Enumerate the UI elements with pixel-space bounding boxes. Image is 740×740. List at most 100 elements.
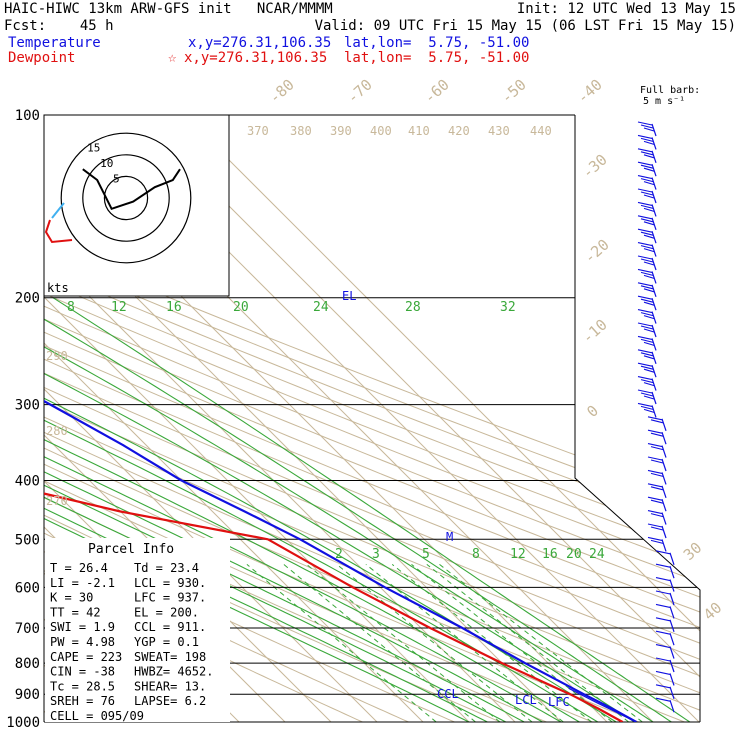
hodograph-unit-label: kts (47, 281, 69, 295)
wind-barb-feather (651, 527, 663, 530)
wind-barb-staff (652, 178, 656, 190)
pressure-label: 600 (15, 580, 40, 596)
parcel-info-left: TT = 42 (50, 605, 101, 619)
mixing-ratio-label: 12 (510, 547, 526, 562)
moist-adiabat-label: 32 (500, 300, 516, 315)
wind-barb (638, 403, 656, 417)
parcel-info-left: LI = -2.1 (50, 576, 115, 590)
wind-barb (638, 216, 656, 230)
wind-barb (656, 671, 674, 685)
parcel-info-right: SHEAR= 13. (134, 679, 206, 693)
parcel-info-left: PW = 4.98 (50, 635, 115, 649)
wind-barb-feather (651, 460, 663, 463)
wind-barb-feather (641, 219, 653, 222)
pressure-label: 400 (15, 473, 40, 489)
hodograph-ring-label: 5 (113, 172, 120, 185)
wind-barb (638, 283, 656, 297)
wind-barb-staff (670, 620, 674, 632)
wind-barb-staff (670, 633, 674, 645)
wind-barb (638, 135, 656, 149)
mixing-ratio-line (440, 564, 643, 722)
parcel-info-left: SWI = 1.9 (50, 620, 115, 634)
wind-barb-staff (662, 513, 666, 525)
theta-label: 440 (530, 124, 552, 138)
wind-barb-feather (641, 125, 653, 128)
wind-barb (638, 229, 656, 243)
wind-barb-feather (651, 540, 663, 543)
wind-barb-staff (652, 365, 656, 377)
wind-barb-staff (652, 164, 656, 176)
wind-barb-staff (652, 405, 656, 417)
pressure-label: 300 (15, 398, 40, 414)
pressure-label: 100 (15, 108, 40, 124)
wind-barb-feather (638, 296, 652, 299)
temperature-axis-label: 40 (700, 599, 725, 624)
wind-barb-feather (644, 383, 654, 386)
wind-barb (648, 430, 666, 444)
wind-barb-feather (638, 189, 652, 192)
wind-barb (638, 176, 656, 190)
wind-barb-feather (644, 396, 654, 399)
wind-barb (638, 363, 656, 377)
wind-barb-feather (644, 141, 654, 144)
annotation-ccl: CCL (437, 687, 459, 701)
wind-barb-feather (648, 511, 662, 514)
wind-barb-feather (651, 433, 663, 436)
wind-barb-staff (652, 204, 656, 216)
parcel-info-left: T = 26.4 (50, 561, 108, 575)
pressure-label: 800 (15, 656, 40, 672)
parcel-info-title: Parcel Info (88, 542, 174, 557)
wind-barb-feather (644, 222, 654, 225)
wind-barb-feather (656, 631, 670, 634)
wind-barb-feather (641, 246, 653, 249)
temperature-axis-label: -60 (421, 76, 453, 108)
wind-barb-feather (648, 524, 662, 527)
wind-barb-staff (652, 245, 656, 257)
hodograph-box (44, 115, 229, 296)
wind-barb-feather (638, 256, 652, 259)
wind-barb (638, 390, 656, 404)
wind-barb-staff (652, 191, 656, 203)
wind-barb-staff (662, 486, 666, 498)
wind-barb-feather (638, 363, 652, 366)
wind-barb-feather (638, 229, 652, 232)
wind-barb-feather (641, 326, 653, 329)
hodograph-ring-label: 15 (87, 141, 100, 154)
wind-barb-staff (652, 258, 656, 270)
parcel-info-right: LFC = 937. (134, 591, 206, 605)
wind-barb-feather (638, 149, 652, 152)
wind-barb-staff (662, 446, 666, 458)
wind-barb-staff (652, 124, 656, 136)
wind-barb-feather (644, 235, 654, 238)
wind-barb (648, 511, 666, 525)
wind-barb-feather (638, 310, 652, 313)
wind-barb-feather (644, 262, 654, 265)
wind-barb-feather (648, 457, 662, 460)
theta-label: 420 (448, 124, 470, 138)
wind-barb-feather (644, 249, 654, 252)
wind-barb-feather (641, 152, 653, 155)
theta-label: 400 (370, 124, 392, 138)
wind-barb-feather (638, 390, 652, 393)
wind-barb-feather (648, 417, 662, 420)
wind-barb-staff (662, 526, 666, 538)
moist-adiabat-label: 8 (67, 300, 75, 315)
wind-barb-staff (652, 352, 656, 364)
parcel-info-left: CIN = -38 (50, 665, 115, 679)
pressure-label: 700 (15, 621, 40, 637)
parcel-info-right: HWBZ= 4652. (134, 665, 213, 679)
parcel-info-left: CELL = 095/09 (50, 709, 144, 723)
moist-adiabat-label: 12 (111, 300, 127, 315)
wind-barb-feather (641, 286, 653, 289)
wind-barb-feather (644, 329, 654, 332)
theta-label: 410 (408, 124, 430, 138)
parcel-info-right: EL = 200. (134, 605, 199, 619)
wind-barb-feather (651, 487, 663, 490)
wind-barb-staff (652, 151, 656, 163)
wind-barb-feather (648, 484, 662, 487)
temperature-axis-label: -40 (574, 76, 606, 108)
wind-barb-feather (648, 497, 662, 500)
wind-barb-feather (638, 403, 652, 406)
wind-barb-staff (652, 379, 656, 391)
